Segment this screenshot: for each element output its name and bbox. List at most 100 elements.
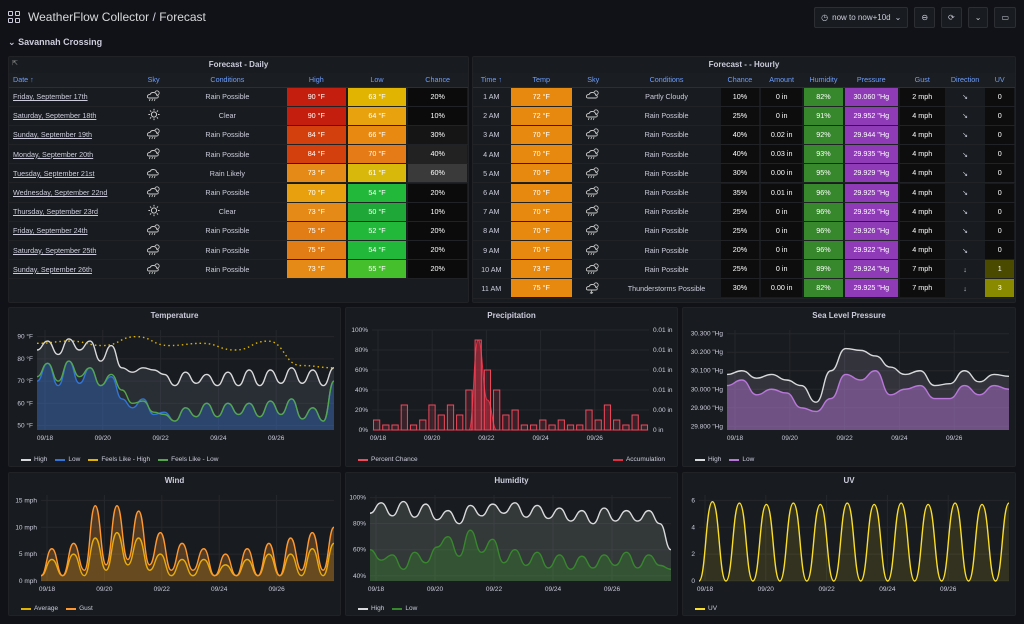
legend-item[interactable]: Accumulation — [612, 456, 665, 463]
legend-label: Low — [742, 456, 755, 463]
legend-item[interactable]: High — [695, 456, 721, 463]
gust-value: 2 mph — [899, 87, 945, 106]
press-value: 29.924 "Hg — [844, 260, 898, 279]
chance-value: 30% — [408, 125, 467, 144]
chance-cell: 20% — [407, 221, 468, 242]
breadcrumb-app[interactable]: WeatherFlow Collector — [28, 10, 150, 24]
date-link[interactable]: Wednesday, September 22nd — [9, 182, 139, 203]
temp-cell: 70 °F — [509, 221, 573, 242]
date-link[interactable]: Monday, September 20th — [9, 144, 139, 165]
legend-item[interactable]: Percent Chance — [358, 456, 418, 463]
y2-tick-label: 0.01 in — [653, 367, 673, 374]
chance-cell: 25% — [719, 202, 761, 222]
high-value: 84 °F — [287, 125, 346, 144]
percent-chance-bar — [511, 409, 519, 431]
legend-item[interactable]: Low — [729, 456, 754, 463]
column-header[interactable]: Low — [346, 73, 408, 88]
date-link[interactable]: Sunday, September 26th — [9, 259, 139, 280]
column-header[interactable]: Conditions — [168, 73, 286, 88]
column-header[interactable]: Pressure — [843, 73, 899, 88]
y-tick-label: 0% — [359, 427, 369, 434]
time-range-picker[interactable]: ◷ now to now+10d ⌄ — [814, 7, 909, 28]
refresh-interval-button[interactable]: ⌄ — [967, 7, 989, 28]
column-header[interactable]: Chance — [719, 73, 761, 88]
chance-value: 20% — [408, 87, 467, 106]
chance-value: 10% — [408, 202, 467, 221]
date-link[interactable]: Thursday, September 23rd — [9, 202, 139, 222]
date-link[interactable]: Saturday, September 25th — [9, 240, 139, 261]
y-tick-label: 90 °F — [17, 333, 33, 341]
column-header[interactable]: Amount — [760, 73, 804, 88]
precipitation-chart[interactable]: 100% 0.01 in 80% 0.01 in 60% 0.01 in 40% 0.01 i… — [346, 324, 678, 452]
conditions-cell: Rain Possible — [168, 87, 286, 107]
refresh-button[interactable]: ⟳ — [941, 7, 962, 28]
pressure-chart[interactable]: 30.300 "Hg 30.200 "Hg 30.100 "Hg 30.000 "Hg… — [683, 324, 1016, 452]
rain-cloud-sun-icon — [586, 263, 599, 274]
gust-cell: 7 mph — [898, 278, 946, 299]
temp-value: 73 °F — [510, 260, 572, 279]
legend-item[interactable]: High — [21, 456, 47, 463]
table-row: 3 AM 70 °F Rain Possible 40% 0.02 in 92% 29.94… — [473, 125, 1015, 146]
date-link[interactable]: Friday, September 24th — [9, 221, 139, 242]
column-header[interactable]: Sky — [572, 73, 614, 88]
legend-item[interactable]: Low — [392, 605, 417, 612]
gust-cell: 4 mph — [898, 221, 946, 242]
uv-cell: 0 — [984, 87, 1015, 107]
column-header[interactable]: Humidity — [803, 73, 844, 88]
amount-value: 0 in — [761, 106, 803, 125]
panel-title: Sea Level Pressure — [812, 311, 886, 320]
percent-chance-bar — [576, 424, 584, 431]
percent-chance-bar — [493, 389, 501, 431]
column-header[interactable]: Temp — [509, 73, 573, 88]
rain-cloud-sun-icon — [146, 128, 160, 140]
column-header[interactable]: UV — [984, 73, 1015, 88]
legend-swatch — [612, 458, 623, 461]
column-header[interactable]: Date ↑ — [9, 73, 139, 88]
humidity-panel: Humidity 100% 80% 60% 40% 09/18 09/20 09/22 09/… — [345, 472, 678, 616]
press-value: 29.944 "Hg — [844, 125, 898, 144]
legend-swatch — [392, 607, 403, 610]
rain-cloud-sun-icon — [146, 224, 160, 236]
tv-mode-button[interactable]: ▭ — [994, 7, 1016, 28]
column-header[interactable]: Sky — [138, 73, 169, 88]
legend-item[interactable]: Average — [21, 605, 58, 612]
column-header[interactable]: High — [286, 73, 347, 88]
column-header[interactable]: Time ↑ — [473, 73, 510, 88]
legend-item[interactable]: High — [358, 605, 384, 612]
y-tick-label: 29.800 "Hg — [691, 423, 724, 430]
legend-item[interactable]: Feels Like - Low — [158, 456, 218, 463]
legend-item[interactable]: Gust — [66, 605, 93, 612]
column-header[interactable]: Direction — [945, 73, 985, 88]
amount-cell: 0.00 in — [760, 163, 804, 184]
date-link[interactable]: Friday, September 17th — [9, 87, 139, 107]
date-link[interactable]: Sunday, September 19th — [9, 125, 139, 146]
y-tick-label: 0 mph — [19, 578, 37, 585]
uv-chart[interactable]: 6 4 2 009/18 09/20 09/22 09/24 09/26 — [683, 489, 1016, 603]
conditions-cell: Rain Possible — [168, 182, 286, 203]
legend-item[interactable]: Low — [55, 456, 80, 463]
legend-item[interactable]: Feels Like - High — [88, 456, 150, 463]
apps-grid-icon[interactable] — [8, 11, 20, 23]
column-header[interactable]: Chance — [407, 73, 468, 88]
external-link-icon[interactable]: ⇱ — [12, 60, 18, 67]
column-header[interactable]: Conditions — [613, 73, 720, 88]
hum-cell: 92% — [803, 125, 844, 146]
zoom-out-button[interactable]: ⊖ — [914, 7, 936, 28]
dir-cell: ↘ — [945, 106, 985, 126]
x-tick-label: 09/22 — [478, 435, 495, 442]
low-value: 55 °F — [347, 260, 407, 279]
y-tick-label: 40% — [355, 387, 368, 394]
conditions-cell: Rain Likely — [168, 163, 286, 184]
row-header[interactable]: ⌄ Savannah Crossing — [8, 37, 102, 48]
humidity-chart[interactable]: 100% 80% 60% 40%09/18 09/20 09/22 09/24 09/26 — [346, 489, 678, 603]
date-link[interactable]: Tuesday, September 21st — [9, 163, 139, 184]
temperature-chart[interactable]: 90 °F 80 °F 70 °F 60 °F 50 °F 09/18 09/20 09/22… — [9, 324, 341, 452]
amount-value: 0.02 in — [761, 125, 803, 144]
series-line-high — [369, 500, 672, 551]
chevron-down-icon: ⌄ — [8, 37, 16, 47]
column-header[interactable]: Gust — [898, 73, 946, 88]
daily-table: Date ↑ Sky Conditions High Low Chance Friday,… — [9, 73, 468, 280]
date-link[interactable]: Saturday, September 18th — [9, 106, 139, 126]
legend-item[interactable]: UV — [695, 605, 717, 612]
